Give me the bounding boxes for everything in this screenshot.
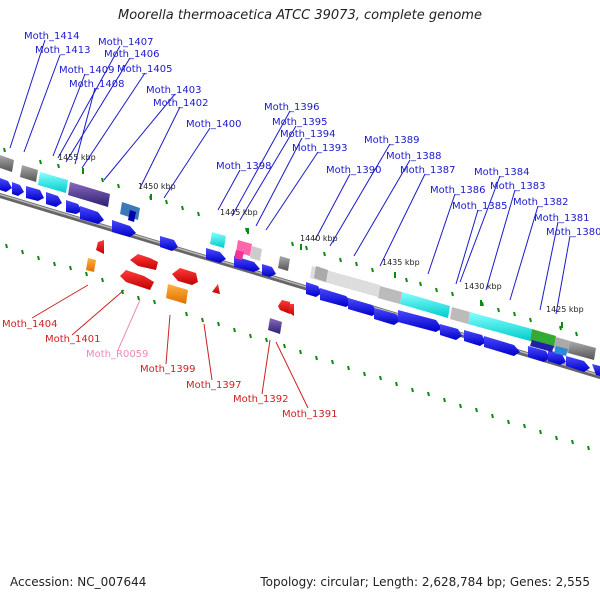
gene-label[interactable]: Moth_1401: [45, 334, 100, 345]
gene-label[interactable]: Moth_1380: [546, 227, 600, 238]
gene-label[interactable]: Moth_1388: [386, 151, 441, 162]
top-leader-lines: [9, 39, 571, 315]
kbp-label-1425: 1425 kbp: [546, 305, 584, 314]
gene-label[interactable]: Moth_1389: [364, 135, 419, 146]
kbp-label-1440: 1440 kbp: [300, 234, 338, 243]
gene-label[interactable]: Moth_1395: [272, 117, 327, 128]
gene-label[interactable]: Moth_1383: [490, 181, 545, 192]
bottom-tick-marks: [5, 243, 590, 451]
gene-label[interactable]: Moth_1397: [186, 380, 241, 391]
gene-label[interactable]: Moth_1398: [216, 161, 271, 172]
gene-label[interactable]: Moth_1403: [146, 85, 201, 96]
gene-label[interactable]: Moth_1406: [104, 49, 159, 60]
gene-label[interactable]: Moth_1385: [452, 201, 507, 212]
gene-label[interactable]: Moth_1393: [292, 143, 347, 154]
kbp-label-1445: 1445 kbp: [220, 208, 258, 217]
bottom-gene-labels: Moth_1404 Moth_1401 Moth_R0059 Moth_1399…: [2, 319, 337, 420]
gene-label[interactable]: Moth_1391: [282, 409, 337, 420]
genome-summary-text: Topology: circular; Length: 2,628,784 bp…: [260, 575, 590, 589]
accession-text: Accession: NC_007644: [10, 575, 147, 589]
gene-label[interactable]: Moth_1400: [186, 119, 241, 130]
gene-label[interactable]: Moth_1413: [35, 45, 90, 56]
forward-cds-track: [0, 178, 600, 376]
bottom-leader-lines: [31, 284, 309, 409]
inner-features: [128, 210, 568, 356]
gene-label[interactable]: Moth_R0059: [86, 349, 148, 360]
gene-label[interactable]: Moth_1402: [153, 98, 208, 109]
top-tick-marks: [3, 147, 578, 337]
gene-label[interactable]: Moth_1390: [326, 165, 381, 176]
gene-label[interactable]: Moth_1387: [400, 165, 455, 176]
gene-label[interactable]: Moth_1396: [264, 102, 319, 113]
kbp-label-1435: 1435 kbp: [382, 258, 420, 267]
gene-label[interactable]: Moth_1381: [534, 213, 589, 224]
gene-label[interactable]: Moth_1382: [513, 197, 568, 208]
gene-label[interactable]: Moth_1409: [59, 65, 114, 76]
kbp-major-ticks: [82, 168, 563, 328]
gene-label[interactable]: Moth_1392: [233, 394, 288, 405]
gene-label[interactable]: Moth_1404: [2, 319, 57, 330]
gene-label[interactable]: Moth_1399: [140, 364, 195, 375]
kbp-label-1430: 1430 kbp: [464, 282, 502, 291]
top-gene-labels: Moth_1414 Moth_1413 Moth_1407 Moth_1406 …: [24, 31, 600, 238]
gene-label[interactable]: Moth_1407: [98, 37, 153, 48]
kbp-label-1450: 1450 kbp: [138, 182, 176, 191]
gene-label[interactable]: Moth_1408: [69, 79, 124, 90]
map-title: Moorella thermoacetica ATCC 39073, compl…: [118, 8, 482, 23]
gene-label[interactable]: Moth_1386: [430, 185, 485, 196]
gene-label[interactable]: Moth_1394: [280, 129, 335, 140]
reverse-cds-track: [86, 240, 294, 316]
gene-label[interactable]: Moth_1414: [24, 31, 79, 42]
gene-label[interactable]: Moth_1405: [117, 64, 172, 75]
gene-label[interactable]: Moth_1384: [474, 167, 529, 178]
kbp-label-1455: 1455 kbp: [58, 153, 96, 162]
